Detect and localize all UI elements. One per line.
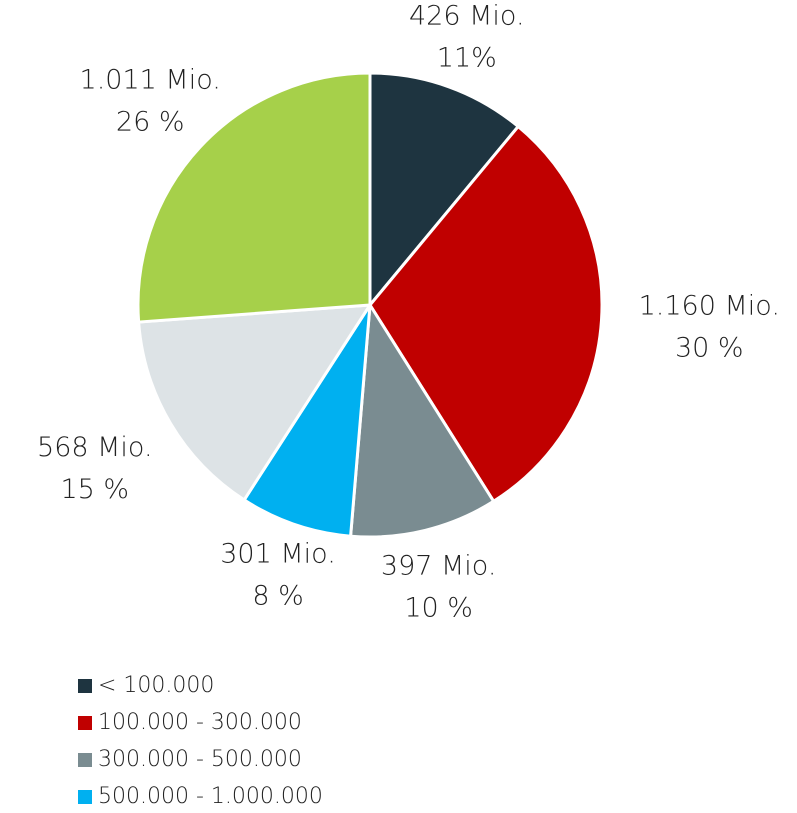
pie-slice <box>242 304 372 538</box>
percent-label: 10 % <box>404 592 473 623</box>
legend-swatch <box>78 716 92 730</box>
value-label: 568 Mio. <box>37 432 153 463</box>
legend-label: 300.000 - 500.000 <box>98 747 302 772</box>
legend-swatch <box>78 753 92 767</box>
legend-swatch <box>78 679 92 693</box>
percent-label: 30 % <box>675 333 744 364</box>
pie-slice <box>368 71 521 310</box>
percent-label: 11% <box>437 42 497 73</box>
pie-slice <box>348 300 496 539</box>
pie-slice <box>368 124 604 504</box>
value-label: 1.011 Mio. <box>80 64 221 95</box>
value-label: 301 Mio. <box>220 538 336 569</box>
legend-swatch <box>78 790 92 804</box>
pie-slice <box>136 71 372 324</box>
legend-label: < 100.000 <box>98 673 214 698</box>
value-label: 397 Mio. <box>381 550 497 581</box>
percent-label: 15 % <box>60 474 129 505</box>
value-label: 1.160 Mio. <box>639 291 780 322</box>
value-label: 426 Mio. <box>409 0 525 31</box>
percent-label: 8 % <box>252 580 303 611</box>
pie-slice <box>137 303 373 502</box>
legend-label: 100.000 - 300.000 <box>98 710 302 735</box>
percent-label: 26 % <box>116 106 185 137</box>
legend-label: 500.000 - 1.000.000 <box>98 784 323 809</box>
